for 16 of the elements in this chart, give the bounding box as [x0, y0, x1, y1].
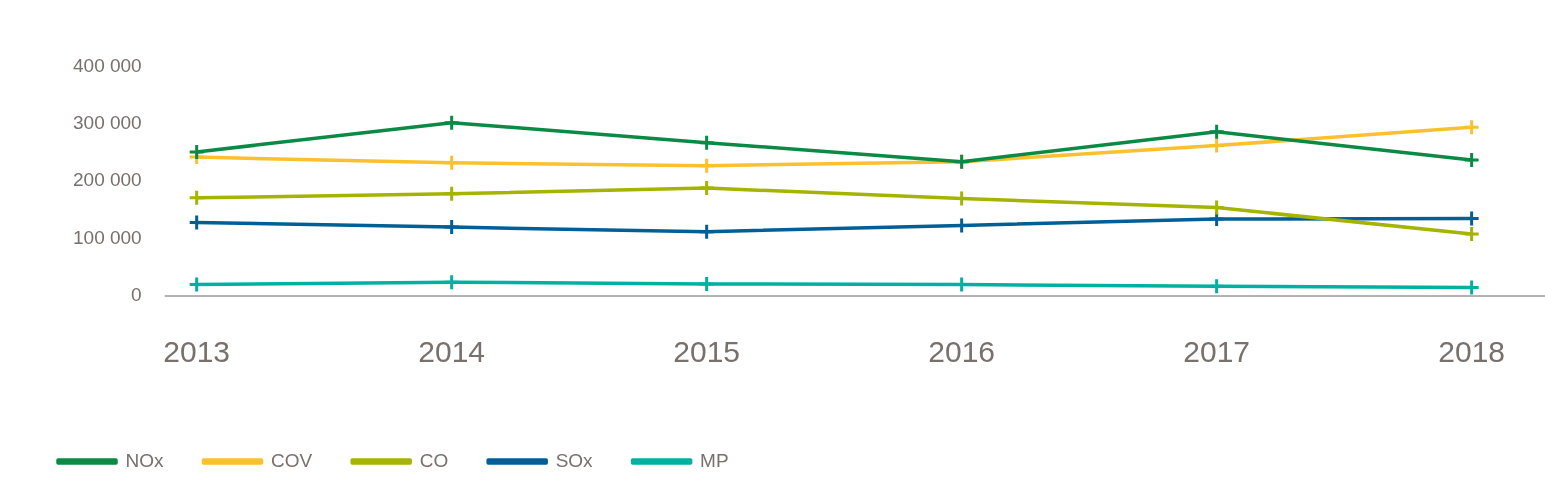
y-tick-label: 300 000: [72, 112, 142, 134]
y-tick-label: 0: [131, 284, 142, 306]
legend-label: NOx: [125, 449, 164, 471]
x-tick-label: 2015: [673, 335, 741, 369]
x-tick-label: 2016: [928, 335, 996, 369]
y-tick-label: 100 000: [72, 226, 142, 248]
legend-label: SOx: [555, 449, 594, 471]
y-tick-label: 400 000: [72, 54, 142, 76]
x-tick-label: 2018: [1438, 335, 1506, 369]
legend-label: COV: [271, 449, 313, 471]
x-tick-label: 2014: [418, 335, 486, 369]
x-tick-label: 2013: [163, 335, 231, 369]
y-tick-label: 200 000: [72, 169, 142, 191]
legend-label: CO: [419, 449, 449, 471]
legend-label: MP: [700, 449, 729, 471]
x-tick-label: 2017: [1183, 335, 1251, 369]
